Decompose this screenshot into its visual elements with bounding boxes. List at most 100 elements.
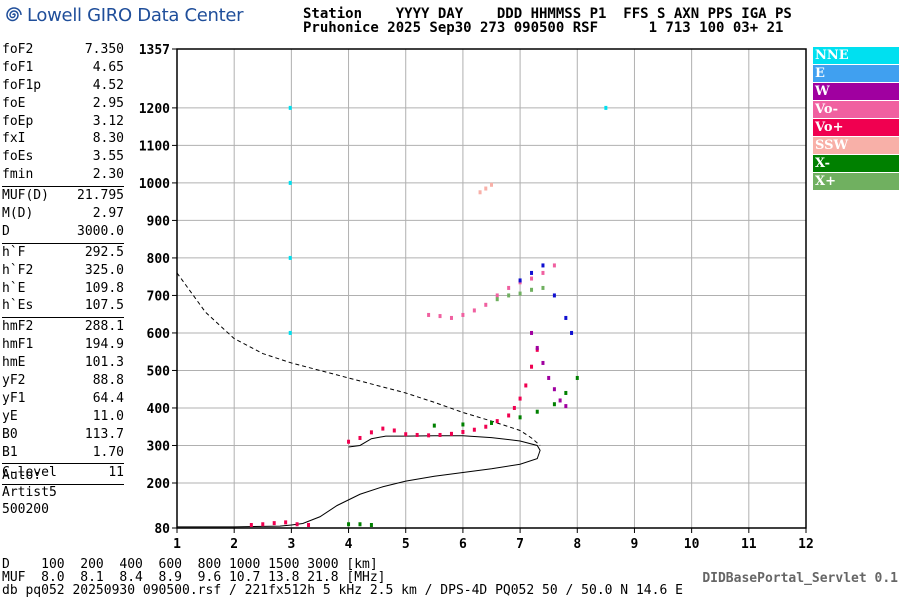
param-value: 107.5	[84, 298, 124, 314]
echo-point	[530, 287, 534, 292]
param-value: 1.70	[92, 444, 124, 460]
y-tick-label: 800	[147, 252, 171, 267]
param-name: D	[2, 223, 10, 239]
echo-point	[288, 180, 292, 185]
y-tick-label: 600	[147, 327, 171, 342]
param-value: 4.65	[92, 59, 124, 75]
param-row: yF2 88.8	[2, 373, 124, 391]
echo-point	[547, 375, 551, 380]
y-tick-label: 1100	[139, 139, 170, 154]
muf-row: MUF 8.0 8.1 8.4 8.9 9.6 10.7 13.8 21.8 […	[2, 570, 386, 585]
echo-point	[432, 423, 436, 428]
param-row: foE 2.95	[2, 96, 124, 114]
param-row: h`Es 107.5	[2, 298, 124, 316]
echo-point	[288, 255, 292, 260]
param-row: C-level 11	[2, 465, 124, 483]
x-tick-label: 4	[345, 537, 353, 552]
echo-point	[541, 285, 545, 290]
param-name: B0	[2, 426, 18, 442]
param-row: MUF(D) 21.795	[2, 188, 124, 206]
echo-point	[495, 293, 499, 298]
param-name: h`E	[2, 280, 26, 296]
echo-point	[404, 432, 408, 437]
param-value: 101.3	[84, 355, 124, 371]
echo-point	[564, 404, 568, 409]
param-name: foEs	[2, 149, 34, 165]
param-name: MUF(D)	[2, 188, 49, 204]
param-row: M(D) 2.97	[2, 206, 124, 224]
footer-info: db pq052 20250930 090500.rsf / 221fx512h…	[2, 583, 683, 598]
echo-point	[284, 520, 288, 525]
echo-point	[484, 424, 488, 429]
echo-point	[535, 345, 539, 350]
param-row: yE 11.0	[2, 409, 124, 427]
legend-item: Vo-	[813, 101, 899, 118]
param-name: h`Es	[2, 298, 34, 314]
param-value: 325.0	[84, 262, 124, 278]
y-tick-label: 300	[147, 439, 171, 454]
echo-point	[415, 432, 419, 437]
param-value: 2.30	[92, 167, 124, 183]
y-tick-label: 400	[147, 402, 171, 417]
x-tick-label: 5	[402, 537, 410, 552]
param-name: B1	[2, 444, 18, 460]
echo-point	[530, 270, 534, 275]
param-name: foF1p	[2, 77, 42, 93]
echo-point	[518, 278, 522, 283]
y-tick-label: 700	[147, 289, 171, 304]
lowell-spiral-logo	[6, 7, 22, 22]
param-name: h`F	[2, 244, 26, 260]
echo-point	[288, 330, 292, 335]
echo-point	[472, 308, 476, 313]
legend-item: W	[813, 83, 899, 100]
echo-point	[272, 521, 276, 526]
param-value: 3.12	[92, 113, 124, 129]
param-row: foF1 4.65	[2, 60, 124, 78]
echo-point	[518, 396, 522, 401]
echo-point	[392, 428, 396, 433]
echo-point	[507, 285, 511, 290]
echo-point	[558, 398, 562, 403]
echo-point	[438, 432, 442, 437]
echo-point	[484, 302, 488, 307]
echo-point	[438, 314, 442, 319]
y-tick-label: 200	[147, 477, 171, 492]
param-name: hmE	[2, 355, 26, 371]
echo-point	[575, 375, 579, 380]
param-separator	[2, 463, 124, 465]
x-tick-label: 8	[573, 537, 581, 552]
param-name: h`F2	[2, 262, 34, 278]
param-value: 64.4	[92, 390, 124, 406]
echo-point	[564, 315, 568, 320]
param-value: 292.5	[84, 244, 124, 260]
y-tick-label: 80	[154, 522, 170, 537]
echo-point	[369, 522, 373, 527]
param-value: 11.0	[92, 408, 124, 424]
param-value: 7.350	[84, 42, 124, 57]
auto-version: 500200	[2, 502, 49, 517]
param-row: hmE 101.3	[2, 355, 124, 373]
param-separator	[2, 242, 124, 244]
legend: NNE E W Vo- Vo+ SSW X- X+	[813, 47, 899, 191]
echo-point	[512, 405, 516, 410]
x-tick-label: 12	[798, 537, 814, 552]
echo-point	[564, 390, 568, 395]
param-row: B0 113.7	[2, 427, 124, 445]
echo-point	[369, 430, 373, 435]
echo-point	[507, 293, 511, 298]
param-name: hmF2	[2, 319, 34, 335]
echo-point	[524, 383, 528, 388]
echo-point	[518, 415, 522, 420]
echo-point	[478, 190, 482, 195]
legend-item: NNE	[813, 47, 899, 64]
legend-item: Vo+	[813, 119, 899, 136]
echo-point	[541, 263, 545, 268]
param-row: h`E 109.8	[2, 281, 124, 299]
electron-density-profile	[177, 435, 541, 528]
echo-point	[461, 429, 465, 434]
echo-point	[347, 439, 351, 444]
param-row: yF1 64.4	[2, 391, 124, 409]
param-name: yF2	[2, 373, 26, 389]
x-tick-label: 3	[287, 537, 295, 552]
echo-point	[307, 522, 311, 527]
